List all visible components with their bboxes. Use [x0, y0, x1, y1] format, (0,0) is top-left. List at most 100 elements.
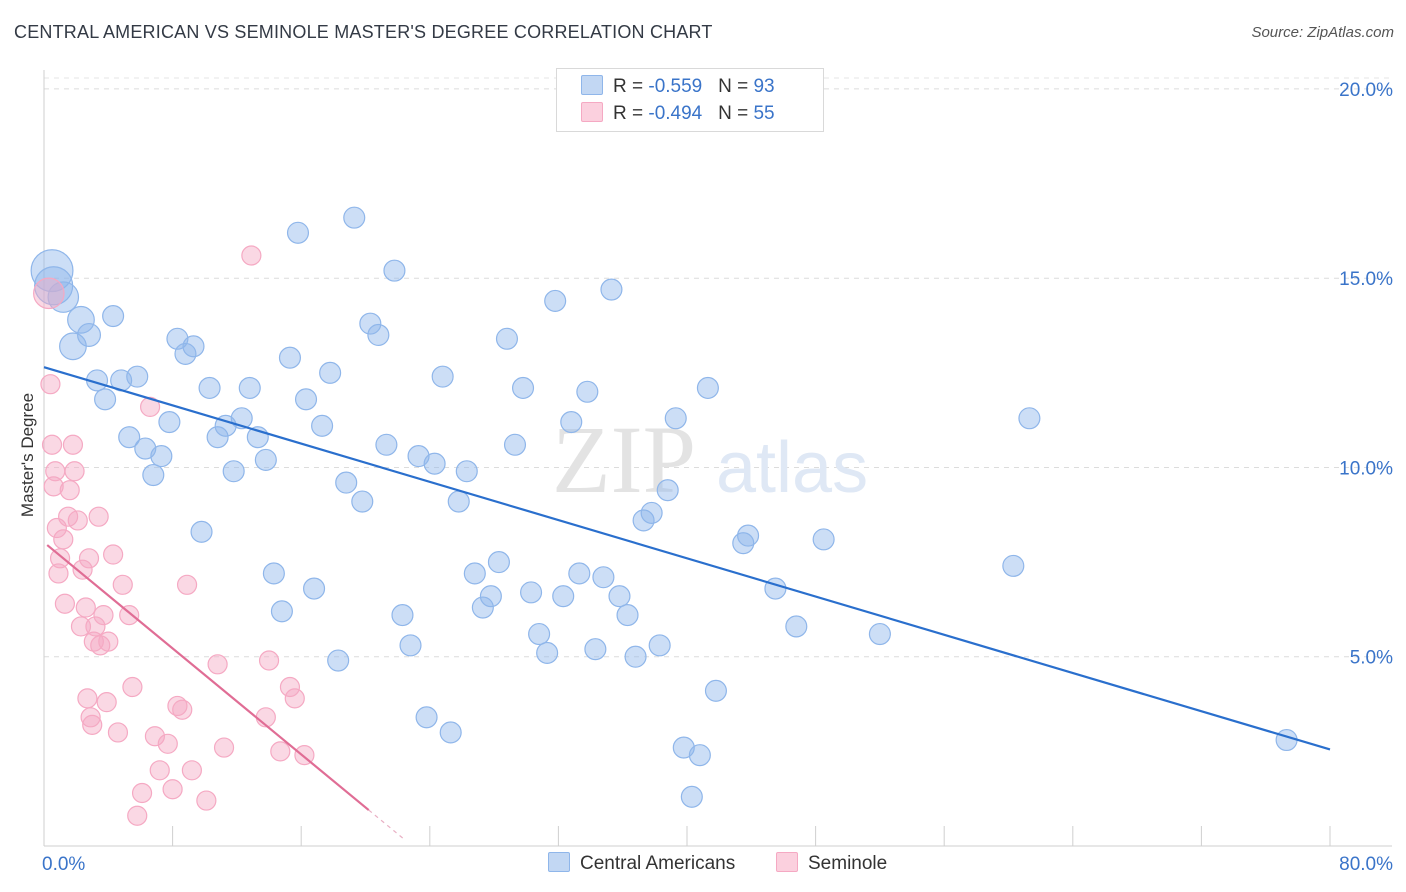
point-central-americans: [471, 596, 494, 619]
chart-title: CENTRAL AMERICAN VS SEMINOLE MASTER'S DE…: [14, 22, 713, 42]
point-central-americans: [327, 649, 350, 672]
point-seminole: [127, 805, 148, 826]
point-central-americans: [150, 445, 173, 468]
point-central-americans: [286, 221, 310, 244]
point-central-americans: [704, 679, 727, 702]
point-central-americans: [1275, 728, 1298, 752]
chart-source: Source: ZipAtlas.com: [1251, 24, 1394, 41]
point-seminole: [43, 476, 64, 497]
point-seminole: [172, 699, 193, 720]
point-central-americans: [608, 585, 631, 608]
point-central-americans: [77, 322, 102, 347]
point-seminole: [241, 245, 262, 266]
point-central-americans: [294, 388, 318, 411]
legend-row-central-americans: R = -0.559 N = 93: [581, 75, 775, 101]
point-central-americans: [142, 463, 165, 487]
series-swatch-pink: [776, 852, 798, 872]
point-seminole: [45, 461, 66, 482]
y-tick-label: 10.0%: [1339, 458, 1393, 479]
point-seminole: [48, 563, 69, 584]
point-central-americans: [664, 407, 687, 430]
point-central-americans: [696, 376, 719, 400]
point-seminole: [41, 434, 63, 455]
point-seminole: [62, 434, 84, 455]
point-central-americans: [431, 365, 454, 388]
point-central-americans: [134, 437, 157, 460]
series-legend-central-americans: Central Americans: [548, 852, 735, 875]
legend-n-value: 93: [753, 76, 775, 97]
point-seminole: [131, 782, 153, 804]
point-central-americans: [118, 426, 141, 449]
point-seminole: [80, 707, 101, 728]
point-seminole: [207, 654, 228, 675]
point-seminole: [284, 688, 305, 709]
point-seminole: [162, 779, 183, 800]
legend-r-value: -0.559: [648, 76, 703, 97]
point-central-americans: [206, 426, 229, 449]
point-central-americans: [407, 445, 430, 468]
point-seminole: [85, 616, 106, 637]
point-central-americans: [303, 577, 326, 600]
y-axis-label: Master's Degree: [18, 392, 37, 518]
legend-n-label: N =: [718, 76, 754, 97]
correlation-legend: R = -0.559 N = 93 R = -0.494 N = 55: [556, 68, 824, 132]
point-seminole: [98, 631, 119, 652]
y-tick-label: 5.0%: [1350, 648, 1393, 669]
point-central-americans: [319, 361, 342, 384]
point-central-americans: [479, 585, 502, 608]
legend-r-label: R =: [613, 76, 649, 97]
point-seminole: [103, 544, 124, 565]
point-seminole: [258, 650, 280, 671]
point-central-americans: [624, 645, 647, 668]
point-central-americans: [560, 410, 583, 434]
point-central-americans: [67, 305, 95, 334]
point-central-americans: [367, 323, 390, 347]
point-seminole: [96, 692, 117, 713]
point-central-americans: [1018, 407, 1041, 430]
trend-line-seminole: [46, 544, 370, 811]
x-tick-label-min: 0.0%: [42, 854, 85, 875]
point-central-americans: [190, 520, 213, 543]
point-seminole: [75, 597, 96, 618]
point-central-americans: [415, 706, 438, 729]
trend-extension-seminole: [368, 809, 405, 840]
point-seminole: [119, 604, 140, 626]
point-central-americans: [463, 562, 486, 585]
point-central-americans: [383, 259, 406, 282]
point-central-americans: [278, 346, 301, 369]
legend-n-label: N =: [718, 103, 754, 124]
legend-r-value: -0.494: [648, 103, 703, 124]
y-tick-label: 15.0%: [1339, 269, 1393, 290]
point-central-americans: [495, 327, 519, 350]
point-seminole: [72, 559, 93, 580]
point-central-americans: [640, 501, 663, 524]
legend-swatch-blue: [581, 75, 603, 95]
point-central-americans: [238, 376, 261, 400]
point-central-americans: [254, 448, 277, 471]
point-central-americans: [343, 206, 366, 229]
point-seminole: [176, 574, 198, 595]
point-central-americans: [391, 604, 414, 627]
point-central-americans: [439, 721, 462, 744]
point-central-americans: [656, 479, 679, 502]
legend-row-seminole: R = -0.494 N = 55: [581, 102, 775, 128]
point-central-americans: [552, 585, 575, 608]
point-central-americans: [576, 380, 599, 403]
point-central-americans: [455, 460, 478, 483]
point-central-americans: [375, 433, 398, 456]
point-seminole: [196, 790, 217, 811]
point-seminole: [122, 676, 143, 698]
point-central-americans: [648, 634, 671, 657]
point-central-americans: [487, 551, 510, 574]
point-seminole: [40, 374, 61, 395]
point-central-americans: [812, 528, 835, 551]
tick-labels: 5.0% 10.0% 15.0% 20.0% 0.0% 80.0%: [42, 80, 1393, 875]
point-seminole: [83, 631, 104, 652]
point-seminole: [107, 722, 129, 743]
point-seminole: [67, 510, 88, 531]
point-seminole: [77, 688, 98, 709]
point-seminole: [54, 593, 75, 614]
legend-n-value: 55: [753, 103, 775, 124]
point-seminole: [53, 529, 74, 550]
point-seminole: [139, 396, 161, 417]
